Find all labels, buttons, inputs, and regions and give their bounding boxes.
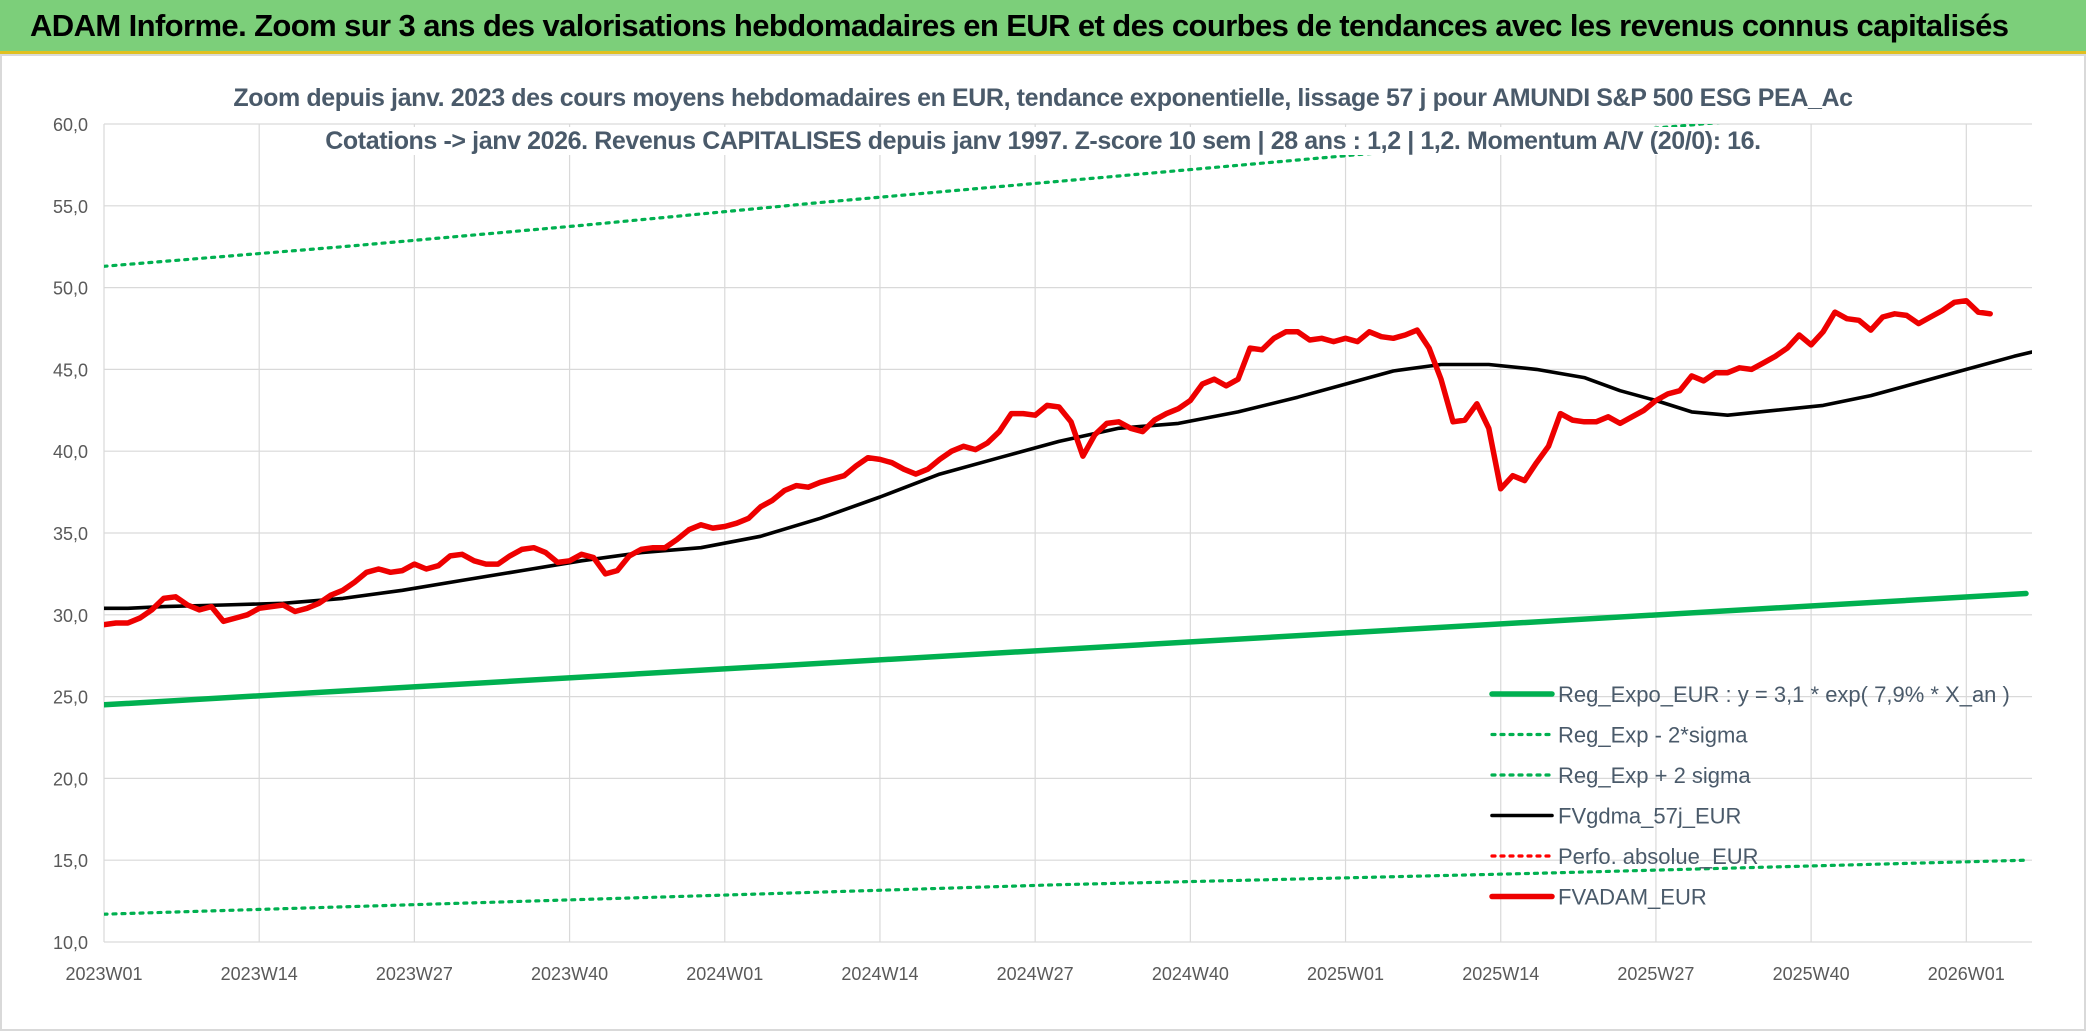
legend-label-2: Reg_Exp + 2 sigma <box>1558 763 1751 788</box>
x-tick-label: 2024W01 <box>686 964 763 984</box>
x-tick-label: 2024W27 <box>997 964 1074 984</box>
legend-label-1: Reg_Exp - 2*sigma <box>1558 723 1748 748</box>
legend-label-0: Reg_Expo_EUR : y = 3,1 * exp( 7,9% * X_a… <box>1558 682 2010 707</box>
y-tick-label: 60,0 <box>53 115 88 135</box>
y-axis: 10,0 15,0 20,0 25,0 30,0 35,0 40,0 45,0 50,0 55,0… <box>53 115 88 953</box>
chart-title: Zoom depuis janv. 2023 des cours moyens … <box>0 84 2086 113</box>
series-group <box>104 124 2032 916</box>
x-tick-label: 2023W27 <box>376 964 453 984</box>
y-tick-label: 50,0 <box>53 279 88 299</box>
gridlines <box>103 123 2032 943</box>
x-tick-label: 2025W01 <box>1307 964 1384 984</box>
report-banner: ADAM Informe. Zoom sur 3 ans des valoris… <box>0 0 2086 54</box>
x-tick-label: 2026W01 <box>1928 964 2005 984</box>
legend-label-3: FVgdma_57j_EUR <box>1558 804 1741 829</box>
x-tick-label: 2024W40 <box>1152 964 1229 984</box>
x-tick-label: 2025W27 <box>1617 964 1694 984</box>
series-line-2 <box>104 124 1721 268</box>
series-line-1 <box>104 858 2028 916</box>
x-tick-label: 2023W40 <box>531 964 608 984</box>
report-title: ADAM Informe. Zoom sur 3 ans des valoris… <box>30 8 2009 43</box>
chart-frame <box>0 54 2086 1031</box>
series-line-3 <box>104 350 2032 611</box>
y-tick-label: 10,0 <box>53 933 88 953</box>
y-tick-label: 20,0 <box>53 769 88 789</box>
legend: Reg_Expo_EUR : y = 3,1 * exp( 7,9% * X_a… <box>1489 682 2010 910</box>
y-tick-label: 45,0 <box>53 360 88 380</box>
x-tick-label: 2023W01 <box>65 964 142 984</box>
y-tick-label: 35,0 <box>53 524 88 544</box>
x-axis: 2023W01 2023W14 2023W27 2023W40 2024W01 2024W… <box>65 964 2004 984</box>
series-line-0 <box>104 590 2029 708</box>
legend-label-5: FVADAM_EUR <box>1558 885 1707 910</box>
y-tick-label: 40,0 <box>53 442 88 462</box>
y-tick-label: 15,0 <box>53 851 88 871</box>
x-tick-label: 2024W14 <box>841 964 918 984</box>
y-tick-label: 55,0 <box>53 197 88 217</box>
x-tick-label: 2025W14 <box>1462 964 1539 984</box>
chart-subtitle: Cotations -> janv 2026. Revenus CAPITALI… <box>0 127 2086 156</box>
series-line-5 <box>104 297 1993 628</box>
y-tick-label: 25,0 <box>53 688 88 708</box>
legend-label-4: Perfo. absolue_EUR <box>1558 844 1759 869</box>
x-tick-label: 2023W14 <box>221 964 298 984</box>
y-tick-label: 30,0 <box>53 606 88 626</box>
x-tick-label: 2025W40 <box>1773 964 1850 984</box>
